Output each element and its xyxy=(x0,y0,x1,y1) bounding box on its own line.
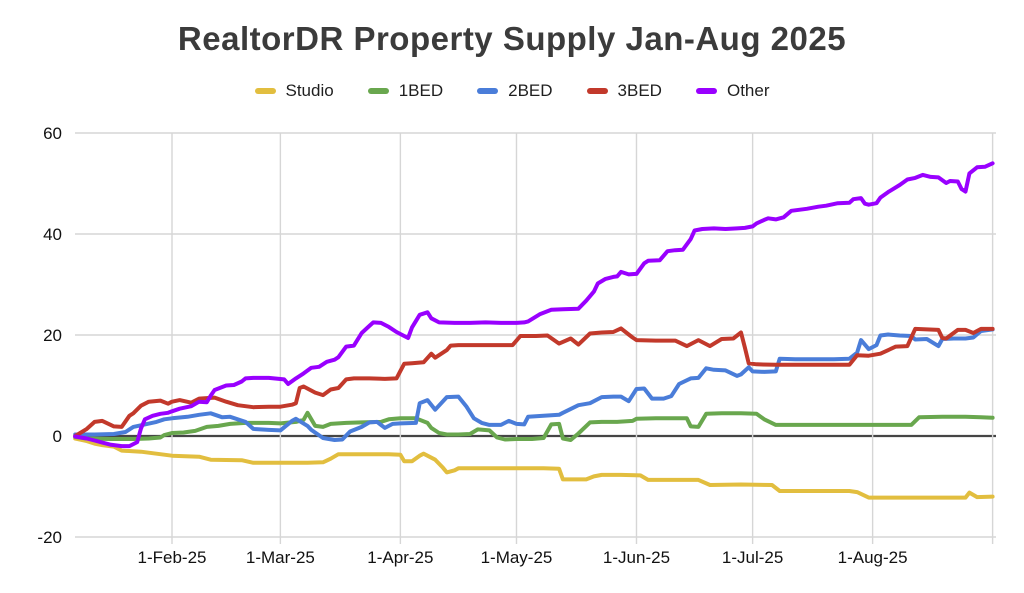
legend-swatch-icon xyxy=(586,88,608,94)
legend-item-other: Other xyxy=(695,81,770,101)
legend-item-studio: Studio xyxy=(254,81,334,101)
x-axis-tick-label: 1-Jun-25 xyxy=(603,548,670,567)
y-axis-tick-label: 40 xyxy=(43,225,62,244)
series-line-3bed xyxy=(73,326,995,438)
legend-swatch-icon xyxy=(477,88,499,94)
y-axis-tick-label: -20 xyxy=(37,528,62,547)
y-axis-tick-label: 0 xyxy=(53,427,62,446)
legend-swatch-icon xyxy=(254,88,276,94)
legend: Studio 1BED 2BED 3BED Other xyxy=(0,80,1024,102)
legend-label: 2BED xyxy=(508,81,553,100)
x-axis-tick-label: 1-Apr-25 xyxy=(367,548,433,567)
legend-item-1bed: 1BED xyxy=(367,81,444,101)
legend-item-3bed: 3BED xyxy=(586,81,662,101)
legend-label: Studio xyxy=(285,81,334,100)
chart-title: RealtorDR Property Supply Jan-Aug 2025 xyxy=(177,20,847,57)
x-axis-tick-label: 1-Aug-25 xyxy=(838,548,908,567)
legend-label: 1BED xyxy=(398,81,444,100)
x-axis-tick-label: 1-May-25 xyxy=(481,548,553,567)
legend-label: Other xyxy=(726,81,770,100)
x-axis-tick-label: 1-Mar-25 xyxy=(246,548,315,567)
y-axis-tick-label: 20 xyxy=(43,326,62,345)
legend-swatch-icon xyxy=(695,88,717,94)
series-line-1bed xyxy=(73,410,995,442)
series-line-other xyxy=(73,161,995,449)
legend-swatch-icon xyxy=(367,88,389,94)
x-axis-tick-label: 1-Jul-25 xyxy=(722,548,783,567)
y-axis-tick-label: 60 xyxy=(43,124,62,143)
series-line-2bed xyxy=(73,327,995,442)
series-line-studio xyxy=(73,436,995,500)
legend-item-2bed: 2BED xyxy=(477,81,553,101)
legend-label: 3BED xyxy=(617,81,662,100)
x-axis-tick-label: 1-Feb-25 xyxy=(138,548,207,567)
